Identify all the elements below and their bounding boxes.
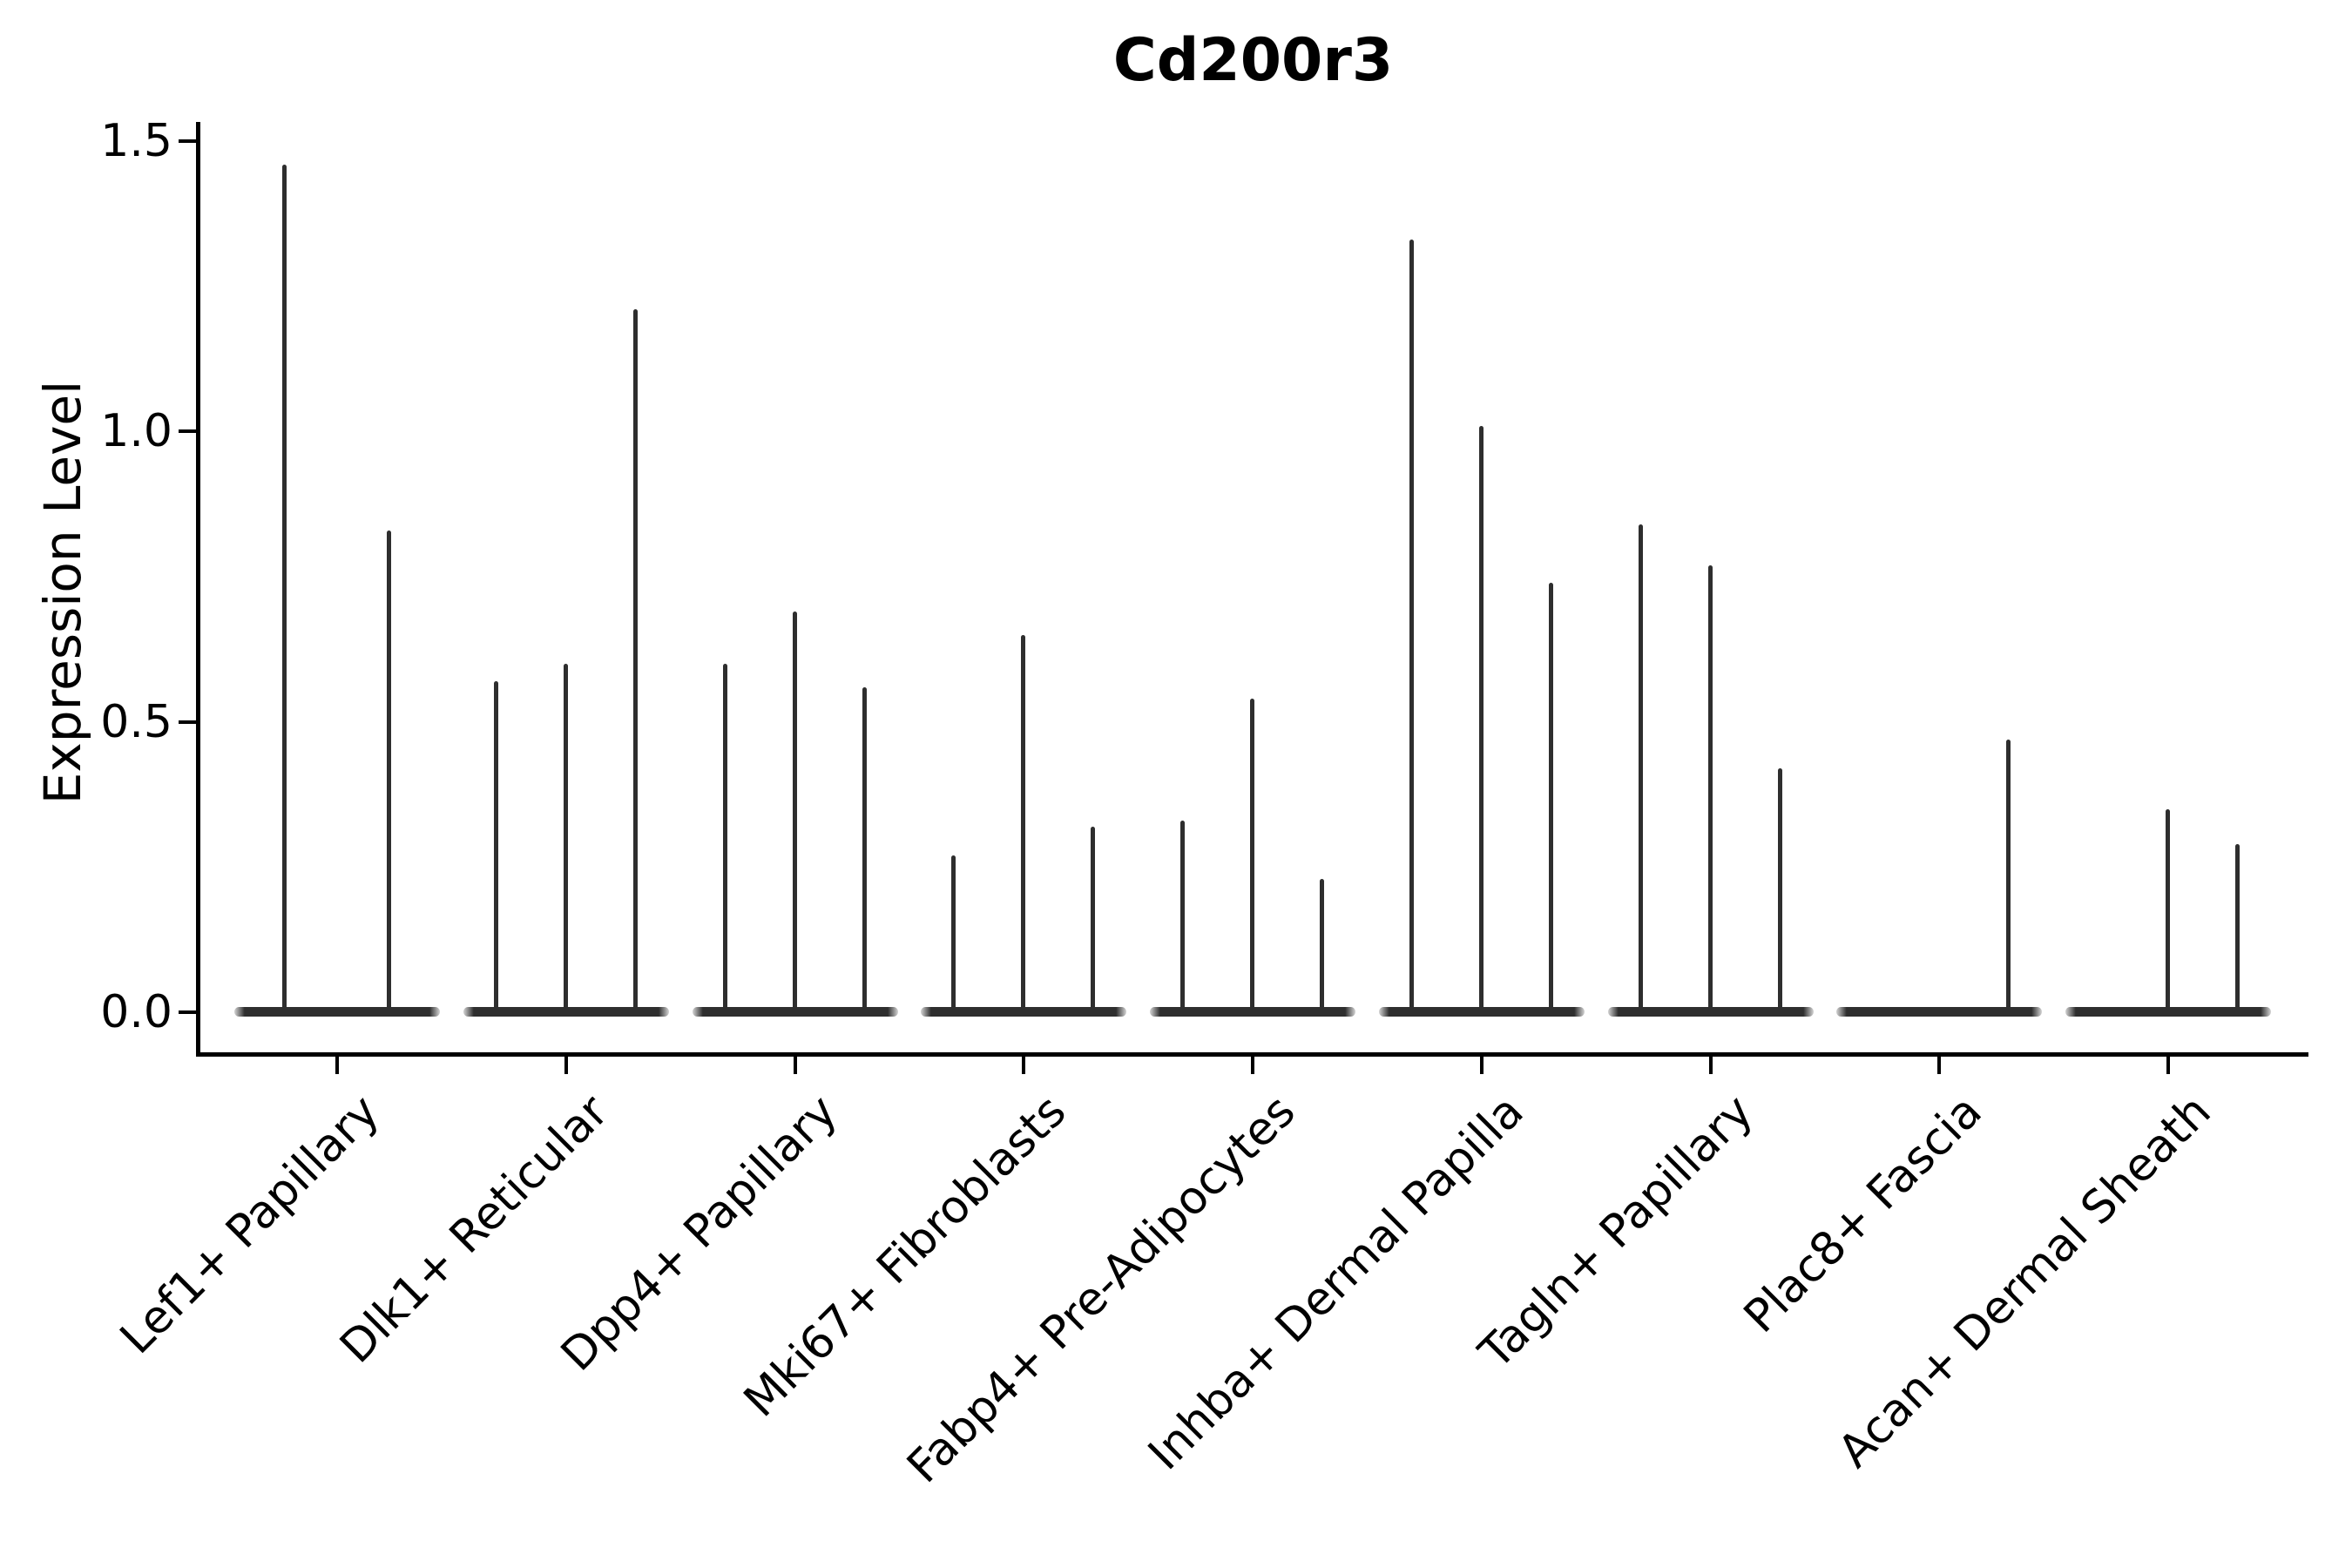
x-tick-label: Acan+ Dermal Sheath (1828, 1085, 2221, 1478)
y-tick-mark (179, 429, 196, 434)
chart-title: Cd200r3 (1112, 26, 1394, 95)
x-tick-mark (793, 1057, 797, 1074)
x-tick-label: Plac8+ Fascia (1734, 1085, 1992, 1343)
y-tick-label: 1.5 (100, 114, 172, 167)
y-tick-mark (179, 1010, 196, 1014)
violin-spike (2006, 739, 2011, 1015)
x-tick-mark (1708, 1057, 1713, 1074)
violin-spike (1021, 634, 1026, 1015)
x-tick-mark (564, 1057, 568, 1074)
violin-spike (493, 680, 498, 1015)
violin-spike (1409, 240, 1414, 1015)
violin-spike (1320, 878, 1324, 1015)
violin-base (1836, 1007, 2043, 1017)
violin-spike (563, 663, 568, 1015)
violin-spike (1180, 820, 1185, 1015)
x-tick-mark (2166, 1057, 2170, 1074)
violin-spike (387, 530, 391, 1015)
x-tick-mark (1479, 1057, 1484, 1074)
x-tick-mark (1022, 1057, 1026, 1074)
y-tick-label: 0.0 (100, 986, 172, 1038)
violin-base (234, 1007, 440, 1017)
x-axis-spine (196, 1052, 2308, 1057)
x-tick-mark (1937, 1057, 1942, 1074)
x-tick-label: Fabp4+ Pre-Adipocytes (897, 1085, 1306, 1494)
y-tick-label: 0.5 (100, 695, 172, 748)
violin-spike (862, 686, 867, 1015)
violin-spike (1250, 698, 1254, 1015)
x-tick-label: Inhba+ Dermal Papilla (1139, 1085, 1535, 1481)
violin-spike (1548, 582, 1553, 1015)
x-tick-mark (335, 1057, 339, 1074)
y-tick-mark (179, 139, 196, 143)
violin-spike (2235, 843, 2240, 1015)
violin-spike (1091, 826, 1096, 1015)
violin-spike (792, 611, 797, 1015)
violin-spike (951, 855, 956, 1015)
violin-spike (722, 663, 727, 1015)
violin-spike (1638, 524, 1643, 1015)
x-tick-mark (1251, 1057, 1254, 1074)
violin-spike (1707, 564, 1713, 1015)
violin-spike (1777, 767, 1782, 1015)
violin-spike (2166, 808, 2170, 1015)
y-tick-label: 1.0 (100, 405, 172, 458)
violin-spike (1478, 425, 1484, 1015)
violin-spike (632, 309, 638, 1015)
violin-spike (282, 164, 287, 1015)
y-tick-mark (179, 720, 196, 724)
y-axis-spine (196, 122, 200, 1057)
